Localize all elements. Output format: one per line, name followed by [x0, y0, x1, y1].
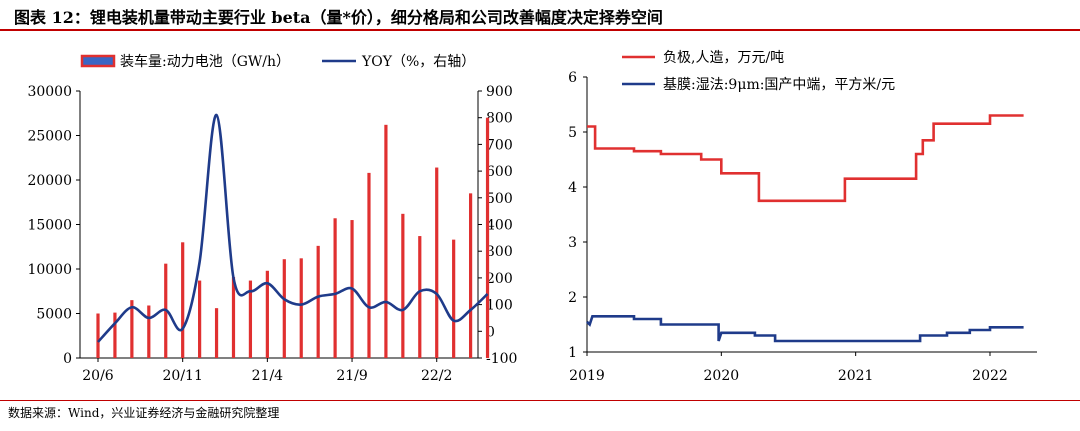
x-tick-label: 21/9	[336, 368, 367, 384]
x-tick-label: 2019	[569, 368, 605, 384]
left-tick-label: 15000	[27, 218, 72, 234]
left-tick-label: 25000	[27, 129, 72, 145]
bar	[147, 305, 151, 358]
bar	[231, 277, 236, 358]
bar	[130, 300, 134, 358]
right-tick-label: 100	[486, 298, 513, 314]
x-tick-label: 2022	[972, 368, 1008, 384]
bar	[435, 167, 439, 358]
figure-title: 图表 12：锂电装机量带动主要行业 beta（量*价），细分格局和公司改善幅度决…	[14, 8, 663, 27]
bar	[367, 172, 371, 358]
anode-price-line	[587, 114, 1024, 203]
left-tick-label: 20000	[27, 173, 72, 189]
bar	[299, 258, 303, 358]
bar	[214, 308, 219, 358]
left-tick-label: 10000	[27, 262, 72, 278]
bar	[96, 313, 100, 358]
bar	[248, 280, 253, 358]
title-rule	[0, 29, 1080, 31]
legend-bar-swatch	[80, 54, 116, 68]
left-tick-label: 30000	[27, 84, 72, 100]
y-tick-label: 1	[568, 345, 577, 361]
bar	[401, 213, 405, 358]
right-tick-label: 800	[486, 111, 513, 127]
x-tick-label: 22/2	[421, 368, 452, 384]
legend-bar-label: 装车量:动力电池（GW/h）	[120, 53, 290, 70]
legend-line-label: YOY（%，右轴）	[361, 54, 475, 70]
right-tick-label: -100	[486, 351, 517, 367]
bar	[468, 193, 473, 358]
yoy-line	[97, 113, 489, 343]
bar	[485, 117, 490, 358]
bar	[198, 280, 202, 358]
bar	[452, 239, 456, 358]
legend-anode-label: 负极,人造，万元/吨	[663, 50, 784, 66]
source-rule	[0, 400, 1080, 401]
left-tick-label: 5000	[36, 307, 72, 323]
x-tick-label: 20/11	[163, 368, 203, 384]
battery-installation-chart: 0 5000 10000 15000 20000 25000 30000 -100 0 100 20…	[27, 53, 517, 384]
right-tick-label: 600	[486, 164, 513, 180]
right-tick-label: 900	[486, 84, 513, 100]
right-tick-label: 500	[486, 191, 513, 207]
separator-price-line	[586, 315, 1024, 343]
y-tick-label: 4	[568, 180, 577, 196]
bar	[265, 270, 269, 358]
bar	[316, 245, 320, 358]
left-tick-label: 0	[63, 351, 72, 367]
x-tick-label: 2021	[838, 368, 874, 384]
x-tick-label: 20/6	[82, 368, 114, 384]
x-tick-label: 2020	[704, 368, 740, 384]
bar	[113, 312, 117, 358]
bar	[181, 242, 185, 358]
price-trend-chart: 1 2 3 4 5 6 2019 2020 2021 2022 负极,人造，万元/吨基膜:湿法:9μ…	[568, 50, 1037, 384]
right-tick-label: 300	[486, 244, 513, 260]
legend-separator-label: 基膜:湿法:9μm:国产中端，平方米/元	[663, 76, 895, 93]
right-tick-label: 200	[486, 271, 513, 287]
y-tick-label: 6	[568, 70, 577, 86]
y-tick-label: 5	[568, 125, 577, 141]
x-tick-label: 21/4	[252, 368, 284, 384]
right-tick-label: 400	[486, 218, 513, 234]
y-tick-label: 2	[568, 290, 577, 306]
right-tick-label: 0	[486, 324, 495, 340]
bar	[384, 124, 388, 358]
y-tick-label: 3	[568, 235, 577, 251]
source-note: 数据来源：Wind，兴业证券经济与金融研究院整理	[8, 406, 280, 420]
bar	[282, 259, 286, 358]
right-tick-label: 700	[486, 137, 513, 153]
bar	[333, 218, 337, 358]
bar	[418, 236, 422, 358]
